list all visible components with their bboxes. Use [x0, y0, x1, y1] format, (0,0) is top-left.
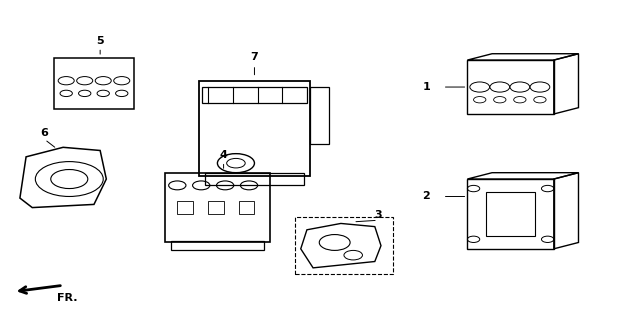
Text: 2: 2 [423, 191, 430, 202]
Text: 3: 3 [374, 210, 382, 220]
Bar [208, 201, 224, 214]
Bar [165, 173, 270, 243]
Bar [171, 241, 264, 251]
Bar [205, 173, 304, 185]
Bar [467, 179, 554, 249]
Text: 7: 7 [250, 52, 259, 62]
Bar [54, 59, 134, 109]
Text: 4: 4 [219, 150, 228, 160]
Text: FR.: FR. [57, 293, 78, 303]
Bar [294, 217, 393, 274]
Bar [239, 201, 254, 214]
Bar [177, 201, 193, 214]
Text: 1: 1 [423, 82, 430, 92]
Bar [310, 87, 329, 144]
Text: 5: 5 [96, 36, 104, 46]
Bar [199, 81, 310, 176]
Text: 6: 6 [41, 128, 48, 138]
Bar [486, 192, 535, 236]
Bar [467, 60, 554, 114]
Bar [202, 87, 307, 103]
